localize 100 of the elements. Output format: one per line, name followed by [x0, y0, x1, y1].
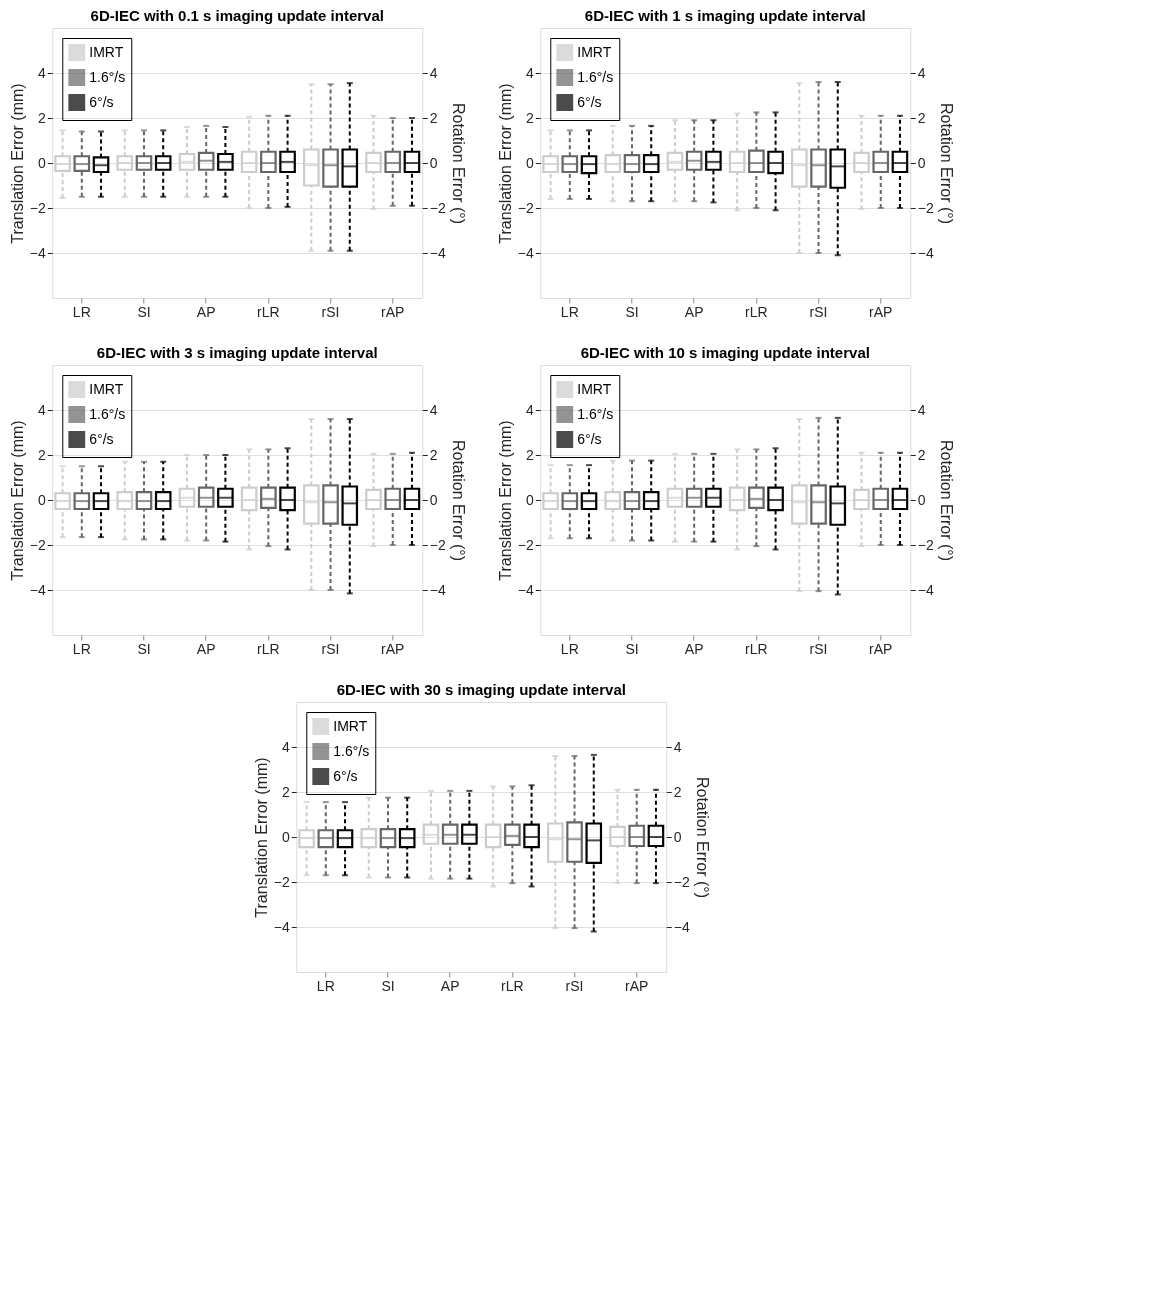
- y2-axis-title: Rotation Error (°): [693, 776, 711, 899]
- legend-label: 1.6°/s: [577, 405, 614, 422]
- y-tick-label: 2: [525, 446, 534, 463]
- y2-tick-label: −4: [917, 244, 934, 261]
- x-tick-label: AP: [196, 640, 216, 657]
- y-tick-label: −4: [273, 918, 290, 935]
- y2-tick-label: 2: [917, 446, 926, 463]
- y-tick-label: 2: [281, 783, 290, 800]
- legend-label: IMRT: [333, 717, 368, 734]
- x-tick-label: SI: [137, 303, 151, 320]
- x-tick-label: rLR: [745, 303, 768, 320]
- legend-label: IMRT: [89, 380, 124, 397]
- x-tick-label: AP: [440, 977, 460, 994]
- x-tick-label: SI: [625, 303, 639, 320]
- y2-axis-title: Rotation Error (°): [449, 439, 467, 562]
- y2-tick-label: 0: [917, 491, 926, 508]
- x-tick-label: rSI: [809, 640, 828, 657]
- y2-tick-label: 0: [429, 491, 438, 508]
- y2-tick-label: 2: [429, 109, 438, 126]
- y-axis-title: Translation Error (mm): [252, 757, 270, 918]
- y2-tick-label: 4: [673, 738, 682, 755]
- y-tick-label: −4: [517, 581, 534, 598]
- chart-title: 6D-IEC with 1 s imaging update interval: [584, 7, 866, 24]
- y-tick-label: −4: [29, 244, 46, 261]
- y2-tick-label: 4: [429, 64, 438, 81]
- x-tick-label: rLR: [257, 640, 280, 657]
- x-tick-label: LR: [72, 640, 91, 657]
- y-tick-label: 2: [37, 446, 46, 463]
- legend-label: 6°/s: [89, 430, 114, 447]
- x-tick-label: rLR: [501, 977, 524, 994]
- y-tick-label: 0: [525, 154, 534, 171]
- y2-tick-label: 2: [429, 446, 438, 463]
- y-tick-label: −2: [273, 873, 290, 890]
- x-tick-label: rSI: [321, 640, 340, 657]
- chart-title: 6D-IEC with 0.1 s imaging update interval: [90, 7, 384, 24]
- legend-label: 6°/s: [333, 767, 358, 784]
- x-tick-label: rSI: [321, 303, 340, 320]
- x-tick-label: LR: [72, 303, 91, 320]
- legend-label: 6°/s: [577, 93, 602, 110]
- x-tick-label: SI: [381, 977, 395, 994]
- y-tick-label: −2: [517, 536, 534, 553]
- y2-tick-label: 4: [429, 401, 438, 418]
- x-tick-label: AP: [684, 303, 704, 320]
- y-tick-label: −2: [29, 199, 46, 216]
- x-tick-label: rAP: [381, 303, 405, 320]
- legend-label: IMRT: [577, 380, 612, 397]
- y-tick-label: 4: [281, 738, 290, 755]
- x-tick-label: LR: [560, 303, 579, 320]
- legend-label: 1.6°/s: [89, 405, 126, 422]
- legend-label: 1.6°/s: [577, 68, 614, 85]
- y-tick-label: 4: [37, 64, 46, 81]
- x-tick-label: rAP: [869, 303, 893, 320]
- y-tick-label: 0: [281, 828, 290, 845]
- y-tick-label: 0: [37, 154, 46, 171]
- y-tick-label: 4: [525, 401, 534, 418]
- legend-label: IMRT: [577, 43, 612, 60]
- x-tick-label: LR: [560, 640, 579, 657]
- y2-tick-label: 0: [917, 154, 926, 171]
- y-axis-title: Translation Error (mm): [8, 420, 26, 581]
- y-tick-label: 4: [37, 401, 46, 418]
- chart-title: 6D-IEC with 3 s imaging update interval: [96, 344, 378, 361]
- y2-axis-title: Rotation Error (°): [937, 102, 955, 225]
- y2-tick-label: −4: [917, 581, 934, 598]
- x-tick-label: AP: [684, 640, 704, 657]
- x-tick-label: rAP: [381, 640, 405, 657]
- y2-tick-label: −2: [917, 536, 934, 553]
- y2-tick-label: −2: [673, 873, 690, 890]
- legend-label: IMRT: [89, 43, 124, 60]
- y2-tick-label: 2: [673, 783, 682, 800]
- y2-tick-label: 0: [429, 154, 438, 171]
- chart-title: 6D-IEC with 10 s imaging update interval: [580, 344, 870, 361]
- legend-label: 6°/s: [577, 430, 602, 447]
- y-axis-title: Translation Error (mm): [496, 83, 514, 244]
- y2-tick-label: −2: [429, 536, 446, 553]
- y2-tick-label: −2: [429, 199, 446, 216]
- x-tick-label: rSI: [565, 977, 584, 994]
- x-tick-label: LR: [316, 977, 335, 994]
- y-axis-title: Translation Error (mm): [496, 420, 514, 581]
- y2-tick-label: −4: [673, 918, 690, 935]
- x-tick-label: rSI: [809, 303, 828, 320]
- legend-label: 1.6°/s: [89, 68, 126, 85]
- y-tick-label: −4: [29, 581, 46, 598]
- x-tick-label: AP: [196, 303, 216, 320]
- x-tick-label: rAP: [625, 977, 649, 994]
- y-tick-label: −4: [517, 244, 534, 261]
- y2-tick-label: 0: [673, 828, 682, 845]
- y2-tick-label: 2: [917, 109, 926, 126]
- y2-tick-label: 4: [917, 401, 926, 418]
- y-tick-label: −2: [517, 199, 534, 216]
- y-tick-label: 2: [525, 109, 534, 126]
- y2-tick-label: 4: [917, 64, 926, 81]
- y2-tick-label: −4: [429, 244, 446, 261]
- y-tick-label: −2: [29, 536, 46, 553]
- y-tick-label: 2: [37, 109, 46, 126]
- x-tick-label: rLR: [257, 303, 280, 320]
- chart-title: 6D-IEC with 30 s imaging update interval: [336, 681, 626, 698]
- y2-axis-title: Rotation Error (°): [937, 439, 955, 562]
- x-tick-label: SI: [137, 640, 151, 657]
- x-tick-label: rAP: [869, 640, 893, 657]
- legend-label: 6°/s: [89, 93, 114, 110]
